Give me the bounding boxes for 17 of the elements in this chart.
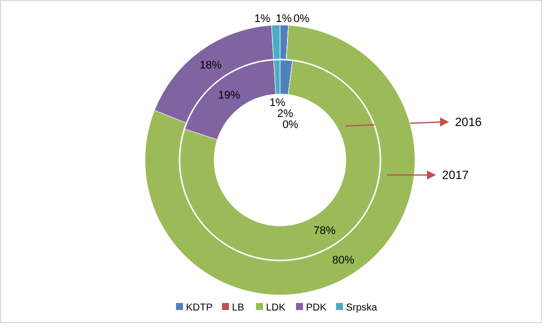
legend-label: KDTP bbox=[186, 302, 213, 314]
text: 0% bbox=[293, 13, 310, 25]
data-label: 18% bbox=[200, 60, 222, 72]
data-label: 1% bbox=[276, 13, 292, 25]
data-label: 80% bbox=[332, 254, 354, 267]
legend-label: LB bbox=[232, 302, 245, 314]
data-label: 1% bbox=[254, 13, 270, 25]
slice-label: 2016 bbox=[455, 115, 482, 129]
text: 0% bbox=[282, 119, 298, 131]
legend-label: PDK bbox=[306, 302, 327, 314]
legend-label: LDK bbox=[266, 302, 286, 314]
data-label: 2% bbox=[277, 108, 294, 120]
slice-label: 2017 bbox=[442, 168, 470, 182]
data-label: 78% bbox=[313, 225, 336, 238]
data-label: 1% bbox=[269, 97, 286, 109]
legend-label: Srpska bbox=[346, 302, 378, 314]
data-label: 19% bbox=[218, 89, 240, 102]
